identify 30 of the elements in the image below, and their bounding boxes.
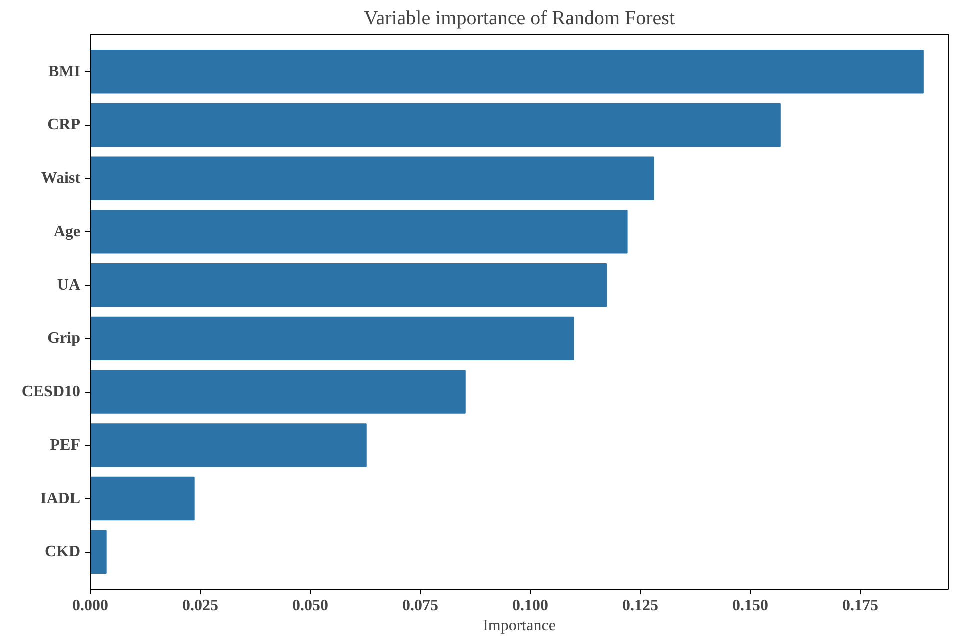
x-tick-label: 0.175: [842, 598, 878, 614]
x-tick-label: 0.000: [72, 598, 108, 614]
y-tick-label: Waist: [41, 170, 82, 188]
bar: [90, 476, 195, 521]
y-tick-label: Age: [54, 223, 80, 240]
bar: [90, 156, 654, 200]
bar: [90, 530, 107, 574]
y-tick-label: UA: [57, 276, 81, 294]
x-tick-label: 0.125: [622, 598, 658, 614]
y-tick-label: CKD: [44, 544, 81, 561]
x-axis-title: Importance: [483, 618, 556, 634]
bar: [90, 424, 367, 468]
y-tick-label: CESD10: [22, 384, 81, 401]
x-tick-label: 0.050: [292, 598, 328, 614]
chart-title: Variable importance of Random Forest: [364, 8, 676, 30]
y-tick-label: PEF: [50, 436, 81, 454]
bar: [90, 263, 608, 308]
bar: [90, 370, 466, 414]
x-tick-label: 0.150: [732, 598, 768, 614]
bar: [90, 316, 574, 361]
bar: [90, 103, 781, 148]
y-tick-label: IADL: [40, 490, 81, 508]
bar: [90, 210, 628, 254]
y-tick-label: BMI: [48, 63, 80, 80]
y-tick-label: CRP: [48, 116, 81, 134]
x-tick-label: 0.100: [512, 598, 548, 614]
bar: [90, 50, 924, 94]
x-tick-label: 0.025: [182, 598, 218, 614]
y-tick-label: Grip: [48, 330, 81, 348]
x-tick-label: 0.075: [402, 598, 438, 614]
